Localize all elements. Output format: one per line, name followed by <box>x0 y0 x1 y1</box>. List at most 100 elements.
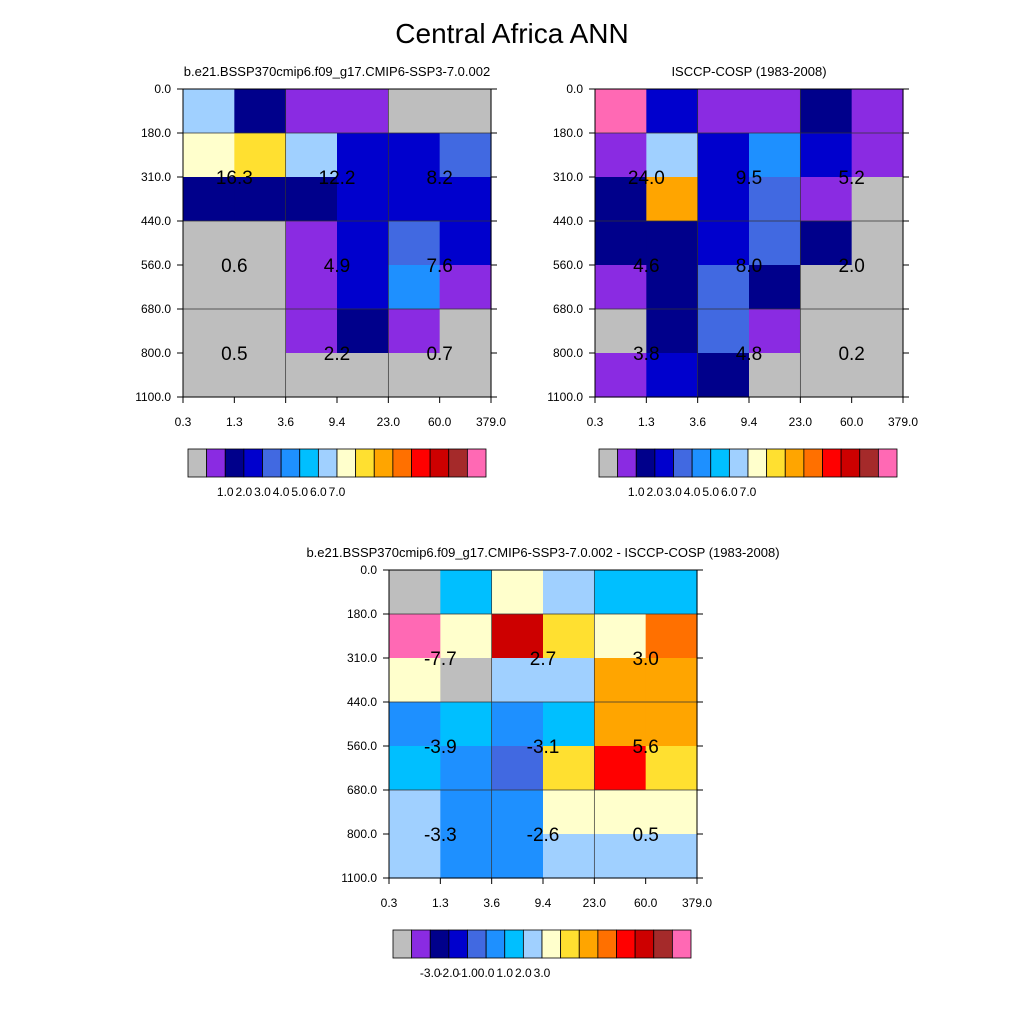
heatmap-cell <box>595 177 647 222</box>
heatmap-cell <box>285 89 338 134</box>
heatmap-cell <box>697 309 750 354</box>
x-tick-label: 379.0 <box>682 896 712 910</box>
heatmap-cell <box>439 133 492 178</box>
y-tick-label: 310.0 <box>553 170 583 184</box>
y-tick-label: 0.0 <box>360 563 377 577</box>
colorbar-label: -1.0 <box>457 966 478 980</box>
heatmap-cell <box>388 221 441 266</box>
y-tick-label: 680.0 <box>347 783 377 797</box>
heatmap-cell <box>491 746 544 791</box>
colorbar-swatch <box>877 448 898 478</box>
heatmap-cell <box>389 834 441 879</box>
heatmap-cell <box>388 353 441 398</box>
heatmap-cell <box>285 221 338 266</box>
colorbar-swatch <box>597 929 617 959</box>
heatmap-cell <box>234 309 287 354</box>
heatmap-cell <box>594 614 647 659</box>
heatmap-cell <box>646 133 699 178</box>
colorbar-label: 3.0 <box>665 485 682 499</box>
colorbar-swatch <box>392 929 413 959</box>
heatmap-cell <box>851 353 904 398</box>
colorbar-swatch <box>728 448 749 478</box>
colorbar-label: 7.0 <box>740 485 757 499</box>
cell-value-label: 4.8 <box>736 344 762 365</box>
x-tick-label: 9.4 <box>329 415 346 429</box>
heatmap-cell <box>234 133 287 178</box>
colorbar-swatch <box>206 448 226 478</box>
heatmap-cell <box>645 570 698 615</box>
x-tick-label: 9.4 <box>535 896 552 910</box>
heatmap-cell <box>749 353 801 398</box>
heatmap-cell <box>851 265 904 310</box>
heatmap-cell <box>439 309 492 354</box>
heatmap-cell <box>440 658 493 703</box>
colorbar-swatch <box>280 448 301 478</box>
colorbar-label: 2.0 <box>236 485 253 499</box>
y-tick-label: 310.0 <box>141 170 171 184</box>
heatmap-cell <box>646 265 699 310</box>
x-tick-label: 1.3 <box>432 896 449 910</box>
colorbar-swatch <box>598 448 619 478</box>
colorbar-swatch <box>243 448 263 478</box>
heatmap-cell <box>388 177 441 222</box>
colorbar-label: 6.0 <box>310 485 327 499</box>
heatmap-cell <box>697 177 750 222</box>
colorbar-swatch <box>578 929 599 959</box>
cell-value-label: -3.1 <box>527 737 560 758</box>
heatmap-cell <box>337 133 389 178</box>
colorbar-label: 3.0 <box>254 485 271 499</box>
colorbar-swatch <box>466 448 487 478</box>
cell-value-label: 24.0 <box>628 168 665 189</box>
heatmap-cell <box>697 265 750 310</box>
heatmap-cell <box>645 746 698 791</box>
y-tick-label: 800.0 <box>347 827 377 841</box>
heatmap-cell <box>234 177 287 222</box>
heatmap-cell <box>183 265 235 310</box>
y-tick-label: 680.0 <box>553 302 583 316</box>
colorbar-label: 2.0 <box>515 966 532 980</box>
heatmap-cell <box>234 265 287 310</box>
heatmap-cell <box>595 221 647 266</box>
heatmap-cell <box>234 89 287 134</box>
x-tick-label: 23.0 <box>583 896 607 910</box>
cell-value-label: -3.9 <box>424 737 457 758</box>
colorbar-swatch <box>747 448 768 478</box>
heatmap-cell <box>183 177 235 222</box>
y-tick-label: 1100.0 <box>547 390 583 404</box>
heatmap-cell <box>749 221 801 266</box>
colorbar-label: 1.0 <box>628 485 645 499</box>
cell-value-label: 12.2 <box>319 168 356 189</box>
cell-value-label: 8.2 <box>426 168 452 189</box>
x-tick-label: 0.3 <box>587 415 604 429</box>
heatmap-cell <box>800 89 853 134</box>
cell-value-label: 4.6 <box>633 256 659 277</box>
heatmap-cell <box>646 221 699 266</box>
x-tick-label: 0.3 <box>175 415 192 429</box>
heatmap-cell <box>183 89 235 134</box>
figure-title: Central Africa ANN <box>395 18 629 49</box>
x-tick-label: 1.3 <box>226 415 243 429</box>
colorbar-swatch <box>653 929 673 959</box>
panel-diff: b.e21.BSSP370cmip6.f09_g17.CMIP6-SSP3-7.… <box>306 545 779 980</box>
cell-value-label: 4.9 <box>324 256 350 277</box>
panel-model: b.e21.BSSP370cmip6.f09_g17.CMIP6-SSP3-7.… <box>135 64 506 499</box>
heatmap-cell <box>285 265 338 310</box>
heatmap-cell <box>851 309 904 354</box>
y-tick-label: 180.0 <box>347 607 377 621</box>
heatmap-cell <box>543 702 595 747</box>
cell-value-label: 7.6 <box>426 256 452 277</box>
colorbar-swatch <box>336 448 357 478</box>
heatmap-cell <box>491 790 544 835</box>
heatmap-cell <box>440 834 493 879</box>
colorbar-swatch <box>803 448 823 478</box>
colorbar-swatch <box>317 448 338 478</box>
heatmap-cell <box>337 89 389 134</box>
heatmap-cell <box>491 702 544 747</box>
cell-value-label: -7.7 <box>424 649 457 670</box>
heatmap-cell <box>183 221 235 266</box>
heatmap-cell <box>234 353 287 398</box>
cell-value-label: 0.5 <box>632 825 658 846</box>
x-tick-label: 1.3 <box>638 415 655 429</box>
heatmap-cell <box>440 790 493 835</box>
x-tick-label: 9.4 <box>741 415 758 429</box>
